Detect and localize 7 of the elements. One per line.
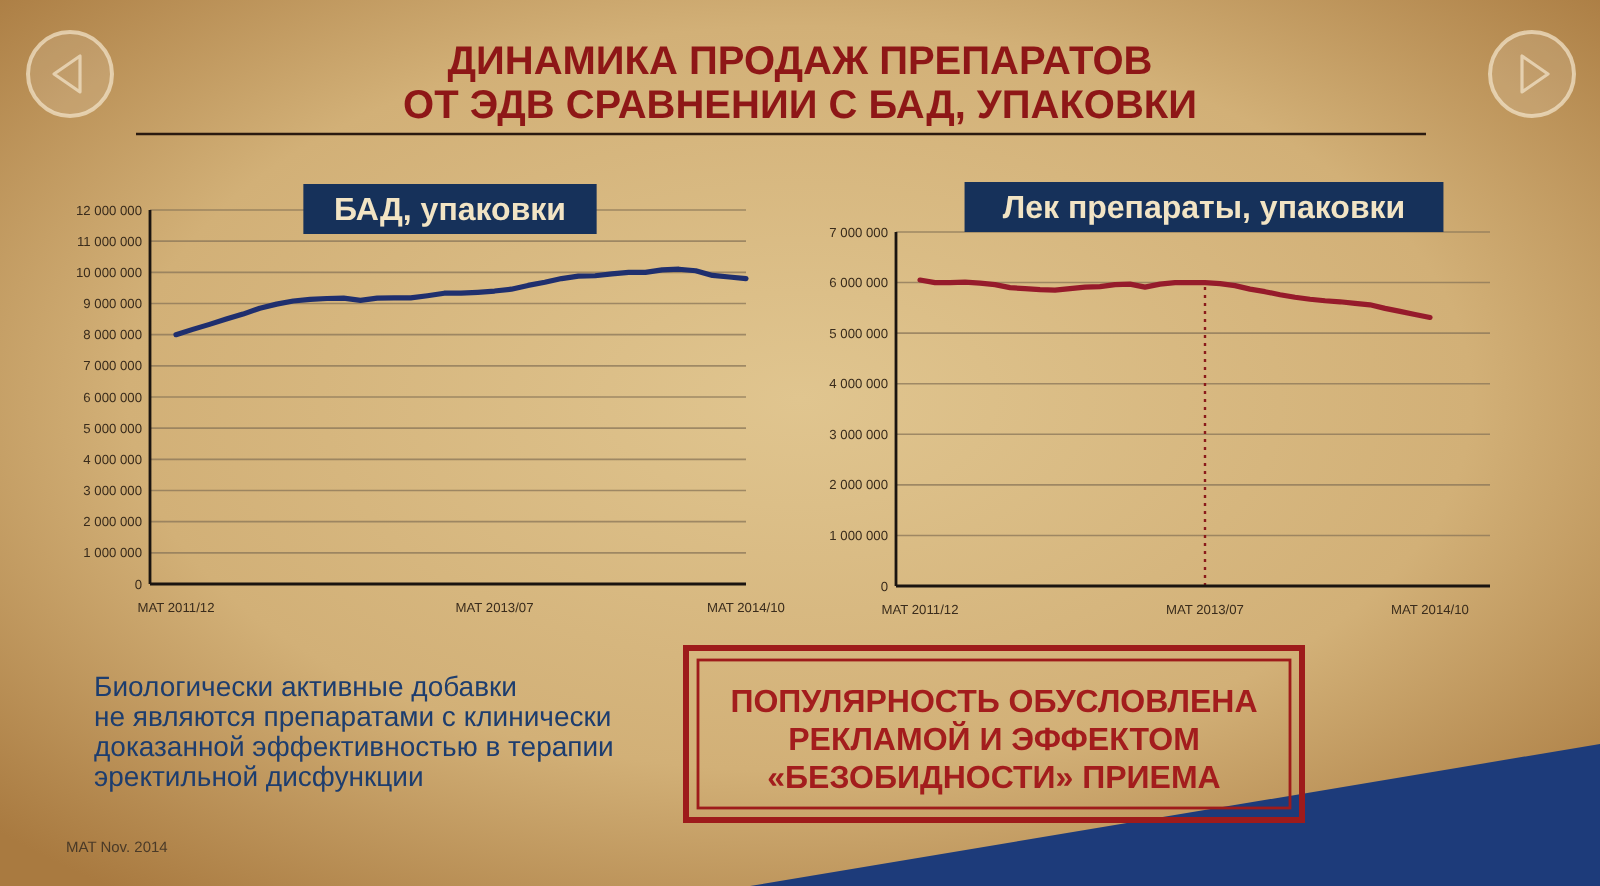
text: Биологически активные добавки не являются препаратами с клинически доказанной эффективностью в терапии эректильной дисфункции [94, 670, 614, 792]
text: ДИНАМИКА ПРОДАЖ ПРЕПАРАТОВ ОТ ЭДВ СРАВНЕНИИ С БАД, УПАКОВКИ [403, 40, 1197, 128]
line-series [173, 266, 749, 338]
chart-title: БАД, упаковки [333, 194, 567, 229]
chart-title: Лек препараты, упаковки [1002, 192, 1406, 227]
line-series [917, 277, 1433, 321]
text: ПОПУЛЯРНОСТЬ ОБУСЛОВЛЕНА РЕКЛАМОЙ И ЭФФЕКТОМ «БЕЗОБИДНОСТИ» ПРИЕМА [730, 686, 1259, 796]
